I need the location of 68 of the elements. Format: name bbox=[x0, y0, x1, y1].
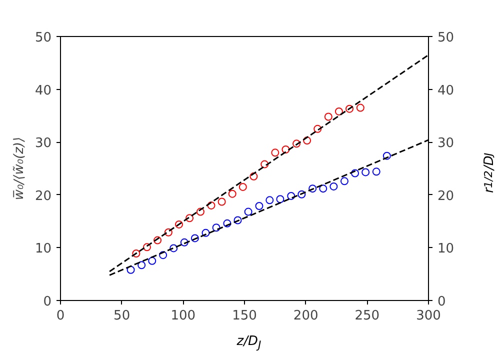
point bbox=[324, 112, 332, 121]
x-tick-label: 200 bbox=[293, 308, 318, 324]
x-tick-label: 300 bbox=[416, 308, 441, 324]
y2-tick-label: 10 bbox=[438, 242, 454, 257]
point bbox=[250, 172, 258, 180]
point bbox=[308, 184, 317, 193]
point bbox=[190, 234, 199, 242]
point bbox=[292, 140, 301, 148]
point bbox=[330, 182, 338, 190]
y-tick-label: 0 bbox=[43, 294, 52, 310]
y-axis-title: w̅₀/⟨w̃₀(z)⟩ bbox=[12, 136, 27, 200]
point bbox=[276, 195, 284, 204]
point bbox=[207, 201, 216, 210]
point bbox=[346, 104, 354, 113]
point bbox=[234, 216, 242, 224]
point bbox=[180, 238, 188, 246]
point bbox=[340, 177, 348, 186]
y2-tick-label: 40 bbox=[438, 83, 454, 98]
point bbox=[282, 146, 290, 154]
y-tick-label: 10 bbox=[34, 242, 52, 257]
point bbox=[186, 214, 194, 222]
point bbox=[154, 236, 162, 244]
x-tick-label: 0 bbox=[56, 308, 65, 324]
y-tick-label: 20 bbox=[34, 188, 52, 204]
point bbox=[356, 104, 364, 112]
point bbox=[228, 190, 236, 198]
point bbox=[164, 228, 172, 236]
point bbox=[362, 168, 370, 176]
point bbox=[212, 224, 220, 232]
point bbox=[244, 208, 252, 216]
point bbox=[314, 124, 322, 133]
point bbox=[298, 190, 306, 198]
point bbox=[138, 261, 146, 270]
x-axis-title: z/D$_{J}$ bbox=[236, 334, 262, 352]
point bbox=[196, 208, 204, 216]
point bbox=[238, 182, 247, 191]
point bbox=[142, 243, 151, 252]
point bbox=[351, 169, 360, 178]
x-tick-label: 100 bbox=[170, 308, 196, 324]
point bbox=[382, 152, 391, 160]
point bbox=[255, 202, 264, 210]
point bbox=[266, 196, 274, 204]
point bbox=[271, 148, 280, 157]
y-tick-label: 40 bbox=[34, 83, 52, 98]
x-tick-label: 150 bbox=[232, 308, 257, 324]
y2-tick-label: 50 bbox=[438, 30, 454, 46]
point bbox=[319, 184, 328, 193]
y-tick-label: 30 bbox=[34, 136, 52, 152]
point bbox=[303, 136, 312, 145]
point bbox=[132, 250, 140, 258]
point bbox=[170, 244, 178, 252]
point bbox=[218, 198, 226, 206]
point bbox=[126, 266, 135, 274]
point bbox=[148, 256, 156, 265]
x-tick-label: 250 bbox=[354, 308, 380, 324]
x-tick-label: 50 bbox=[114, 308, 130, 324]
y2-tick-label: 20 bbox=[438, 188, 454, 204]
point bbox=[223, 219, 232, 228]
point bbox=[202, 228, 210, 237]
y-tick-label: 50 bbox=[34, 30, 52, 46]
y2-tick-label: 30 bbox=[438, 136, 454, 152]
point bbox=[174, 220, 183, 228]
point bbox=[372, 168, 380, 176]
y2-tick-label: 0 bbox=[438, 294, 446, 310]
point bbox=[287, 192, 296, 200]
point bbox=[334, 107, 343, 116]
point bbox=[159, 251, 168, 260]
point bbox=[260, 160, 269, 168]
